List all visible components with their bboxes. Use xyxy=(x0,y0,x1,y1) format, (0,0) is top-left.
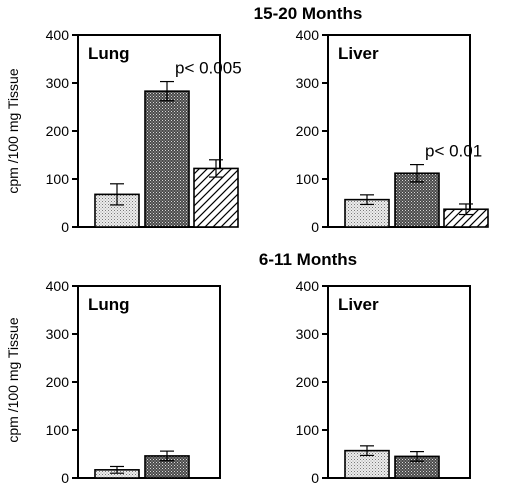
panel-title: Lung xyxy=(88,295,130,314)
p-value-annotation: p< 0.005 xyxy=(175,59,242,78)
y-tick-label: 0 xyxy=(311,470,319,486)
panel-title: Liver xyxy=(338,295,379,314)
bar xyxy=(193,167,239,228)
panel-4: 0 100 200 300 400 Liver xyxy=(296,278,471,486)
y-tick-label: 300 xyxy=(296,326,320,342)
y-tick-label: 200 xyxy=(46,374,70,390)
y-tick-label: 0 xyxy=(311,219,319,235)
panel-2: 0 100 200 300 400 Liver p< 0.01 xyxy=(296,27,489,235)
panel-1: 0 100 200 300 400 Lung p< 0.005 xyxy=(46,27,242,235)
y-axis-label-top: cpm /100 mg Tissue xyxy=(5,68,21,193)
y-tick-label: 100 xyxy=(46,171,70,187)
panel-title: Lung xyxy=(88,44,130,63)
y-tick-label: 300 xyxy=(46,326,70,342)
y-tick-label: 200 xyxy=(296,123,320,139)
y-tick-label: 400 xyxy=(296,278,320,294)
y-tick-label: 400 xyxy=(296,27,320,43)
panel-3: 0 100 200 300 400 Lung xyxy=(46,278,221,486)
y-tick-label: 0 xyxy=(61,219,69,235)
plot-frame xyxy=(77,285,221,479)
p-value-annotation: p< 0.01 xyxy=(425,142,482,161)
y-tick-label: 300 xyxy=(296,75,320,91)
y-tick-label: 200 xyxy=(296,374,320,390)
y-axis-label-bottom: cpm /100 mg Tissue xyxy=(5,317,21,442)
y-tick-label: 400 xyxy=(46,278,70,294)
group-title-6-11-months: 6-11 Months xyxy=(259,250,357,269)
bar xyxy=(144,90,190,228)
y-tick-label: 0 xyxy=(61,470,69,486)
plot-frame xyxy=(327,285,471,479)
y-tick-label: 300 xyxy=(46,75,70,91)
y-tick-label: 100 xyxy=(296,171,320,187)
y-tick-label: 100 xyxy=(46,422,70,438)
y-tick-label: 100 xyxy=(296,422,320,438)
panel-title: Liver xyxy=(338,44,379,63)
y-tick-label: 400 xyxy=(46,27,70,43)
y-tick-label: 200 xyxy=(46,123,70,139)
group-title-15-20-months: 15-20 Months xyxy=(254,4,363,23)
